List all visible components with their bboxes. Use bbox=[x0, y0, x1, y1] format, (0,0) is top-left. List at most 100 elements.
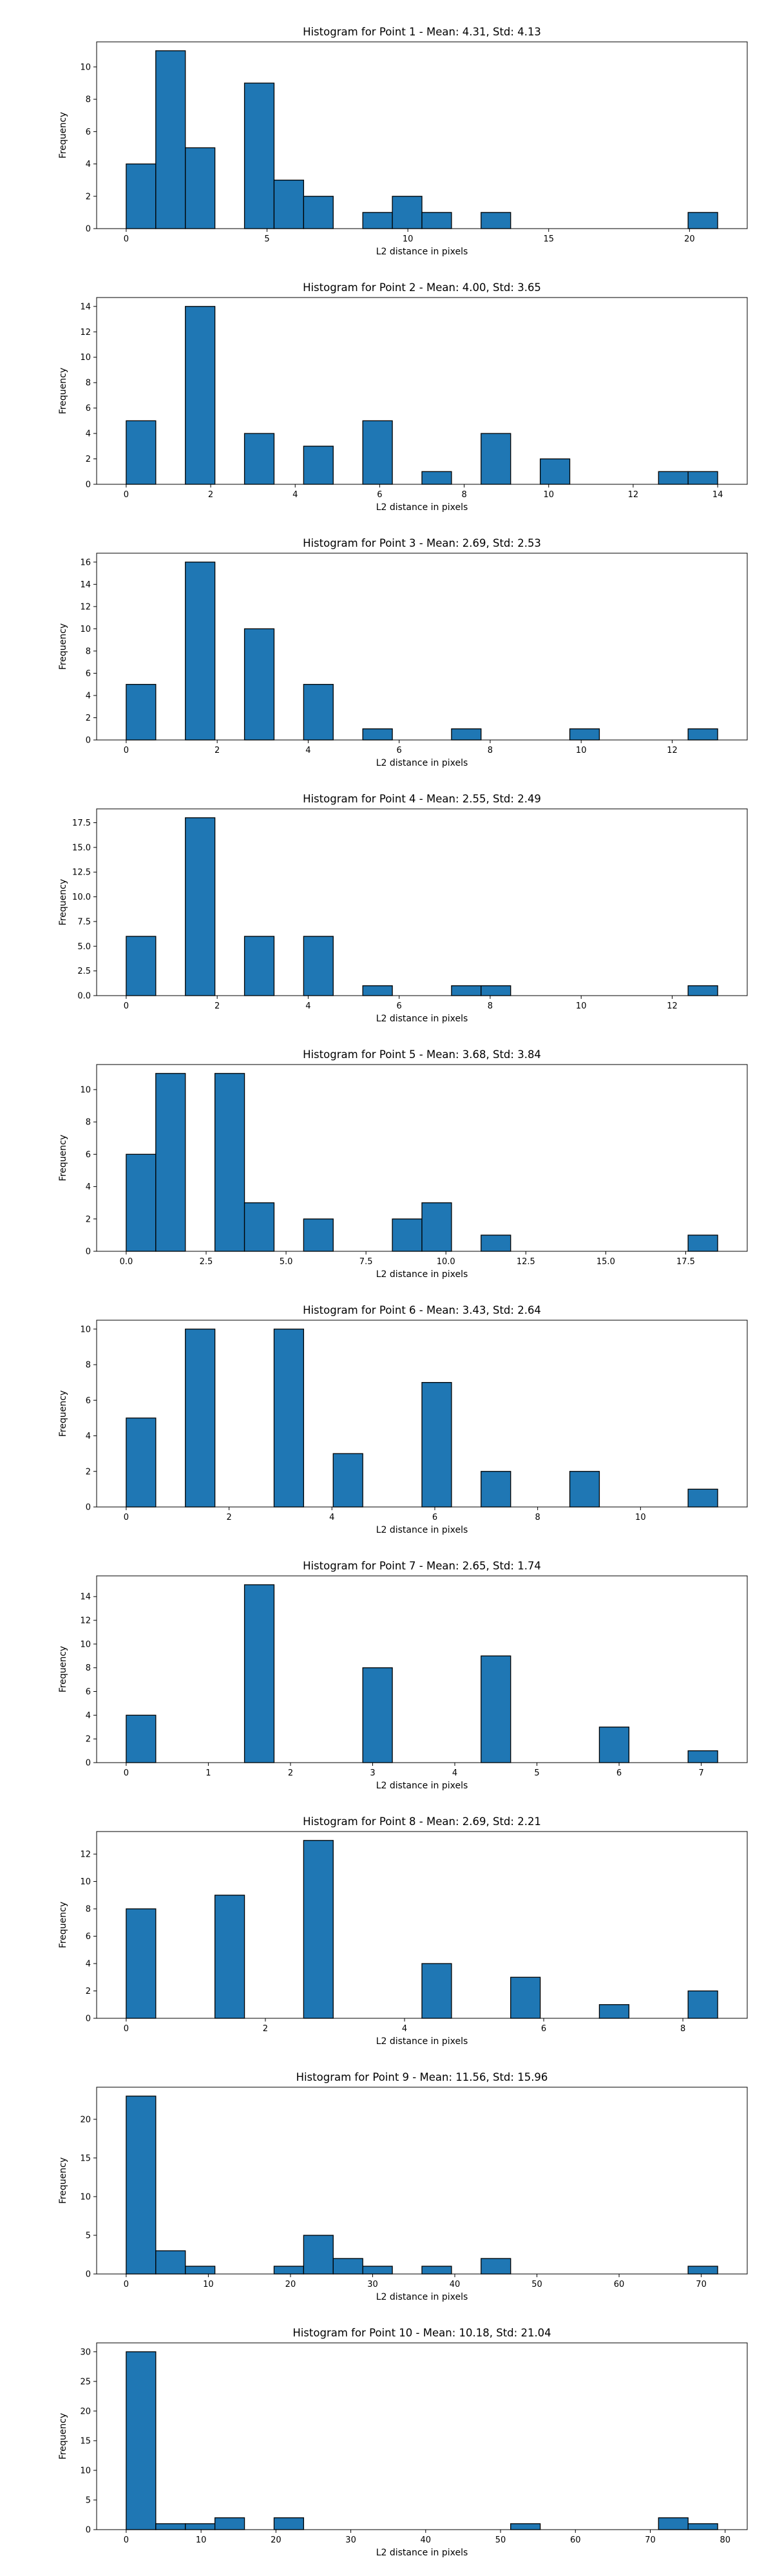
x-tick-label: 60 bbox=[570, 2535, 581, 2545]
x-tick-label: 10 bbox=[403, 234, 414, 244]
histogram-bar bbox=[155, 1073, 186, 1252]
histogram-bar bbox=[303, 2235, 334, 2275]
x-tick-label: 2 bbox=[215, 1001, 220, 1011]
histogram-bar bbox=[421, 2266, 452, 2275]
y-tick-label: 10 bbox=[80, 1640, 91, 1649]
histogram-bar bbox=[481, 433, 511, 485]
histogram-bar bbox=[126, 1908, 157, 2019]
x-axis-label: L2 distance in pixels bbox=[376, 247, 468, 257]
histogram-bar bbox=[362, 2266, 393, 2275]
x-tick-label: 10 bbox=[203, 2280, 214, 2289]
x-tick-label: 12 bbox=[628, 490, 639, 500]
plot-frame bbox=[96, 1320, 748, 1508]
x-tick-label: 0 bbox=[124, 1768, 129, 1778]
histogram-bar bbox=[214, 1073, 245, 1252]
histogram-bar bbox=[687, 728, 718, 741]
x-tick-label: 10 bbox=[576, 746, 587, 755]
x-tick-label: 10 bbox=[635, 1513, 646, 1522]
histogram-bar bbox=[421, 212, 452, 229]
y-tick-label: 0 bbox=[86, 1759, 91, 1768]
x-tick-label: 40 bbox=[450, 2280, 461, 2289]
y-tick-label: 6 bbox=[86, 1687, 91, 1697]
y-tick-label: 2 bbox=[86, 192, 91, 202]
y-tick-label: 2 bbox=[86, 714, 91, 723]
y-tick-label: 0 bbox=[86, 1503, 91, 1513]
histogram-bar bbox=[185, 2266, 216, 2275]
histogram-bar bbox=[481, 2258, 511, 2275]
y-axis-label: Frequency bbox=[58, 1135, 68, 1181]
histogram-bar bbox=[392, 196, 423, 229]
x-tick-label: 2 bbox=[288, 1768, 293, 1778]
x-tick-label: 20 bbox=[684, 234, 695, 244]
x-axis-label: L2 distance in pixels bbox=[376, 758, 468, 768]
histogram-panel-3: Histogram for Point 3 - Mean: 2.69, Std:… bbox=[58, 537, 748, 768]
x-tick-label: 6 bbox=[397, 746, 402, 755]
y-tick-label: 14 bbox=[80, 580, 91, 590]
histogram-bar bbox=[303, 196, 334, 229]
histogram-bar bbox=[362, 420, 393, 485]
y-tick-label: 10 bbox=[80, 1877, 91, 1887]
histogram-bar bbox=[481, 212, 511, 229]
chart-title: Histogram for Point 8 - Mean: 2.69, Std:… bbox=[303, 1815, 541, 1828]
histogram-bar bbox=[243, 82, 275, 229]
x-tick-label: 2.5 bbox=[200, 1257, 213, 1267]
histogram-bar bbox=[155, 2523, 186, 2530]
histogram-bar bbox=[569, 1471, 600, 1508]
x-tick-label: 2 bbox=[226, 1513, 231, 1522]
chart-title: Histogram for Point 2 - Mean: 4.00, Std:… bbox=[303, 281, 541, 294]
histogram-bar bbox=[185, 147, 216, 229]
y-tick-label: 12 bbox=[80, 328, 91, 337]
y-tick-label: 6 bbox=[86, 669, 91, 679]
y-tick-label: 4 bbox=[86, 160, 91, 169]
y-tick-label: 8 bbox=[86, 1905, 91, 1915]
histogram-panel-9: Histogram for Point 9 - Mean: 11.56, Std… bbox=[58, 2071, 748, 2302]
x-tick-label: 60 bbox=[614, 2280, 625, 2289]
histogram-bar bbox=[687, 471, 718, 485]
y-tick-label: 6 bbox=[86, 404, 91, 413]
y-tick-label: 14 bbox=[80, 1593, 91, 1602]
x-tick-label: 6 bbox=[541, 2024, 546, 2034]
y-tick-label: 12.5 bbox=[72, 868, 91, 878]
histogram-bar bbox=[214, 1895, 245, 2019]
x-tick-label: 2 bbox=[208, 490, 213, 500]
y-tick-label: 6 bbox=[86, 1150, 91, 1160]
y-tick-label: 12 bbox=[80, 1850, 91, 1860]
histogram-panel-7: Histogram for Point 7 - Mean: 2.65, Std:… bbox=[58, 1560, 748, 1791]
y-tick-label: 0.0 bbox=[77, 992, 91, 1001]
histogram-panel-5: Histogram for Point 5 - Mean: 3.68, Std:… bbox=[58, 1048, 748, 1280]
histogram-bar bbox=[658, 2517, 689, 2530]
plot-frame bbox=[96, 1831, 748, 2019]
histogram-bar bbox=[362, 728, 393, 741]
x-tick-label: 10 bbox=[196, 2535, 207, 2545]
histogram-bar bbox=[155, 2250, 186, 2275]
y-tick-label: 6 bbox=[86, 1396, 91, 1406]
histogram-bar bbox=[126, 936, 157, 996]
x-tick-label: 14 bbox=[712, 490, 723, 500]
x-tick-label: 7.5 bbox=[359, 1257, 373, 1267]
y-tick-label: 2 bbox=[86, 1467, 91, 1477]
histogram-bar bbox=[362, 212, 393, 229]
y-tick-label: 12 bbox=[80, 1616, 91, 1626]
x-tick-label: 10 bbox=[576, 1001, 587, 1011]
histogram-bar bbox=[687, 985, 718, 996]
y-axis-label: Frequency bbox=[58, 1902, 68, 1948]
y-tick-label: 8 bbox=[86, 1361, 91, 1370]
chart-title: Histogram for Point 1 - Mean: 4.31, Std:… bbox=[303, 26, 541, 38]
histogram-bar bbox=[481, 1235, 511, 1252]
y-tick-label: 8 bbox=[86, 1663, 91, 1673]
histogram-bar bbox=[362, 1667, 393, 1763]
histogram-panel-1: Histogram for Point 1 - Mean: 4.31, Std:… bbox=[58, 26, 748, 257]
chart-title: Histogram for Point 7 - Mean: 2.65, Std:… bbox=[303, 1560, 541, 1572]
plot-frame bbox=[96, 2342, 748, 2530]
histogram-bar bbox=[451, 985, 482, 996]
histogram-bar bbox=[303, 446, 334, 485]
histogram-bar bbox=[185, 306, 216, 485]
histogram-bar bbox=[303, 1840, 334, 2019]
histogram-bar bbox=[126, 2096, 157, 2275]
chart-title: Histogram for Point 10 - Mean: 10.18, St… bbox=[292, 2327, 551, 2339]
plot-frame bbox=[96, 553, 748, 741]
y-axis-label: Frequency bbox=[58, 879, 68, 925]
histogram-bar bbox=[273, 2266, 305, 2275]
x-axis-label: L2 distance in pixels bbox=[376, 1269, 468, 1280]
plot-frame bbox=[96, 41, 748, 229]
